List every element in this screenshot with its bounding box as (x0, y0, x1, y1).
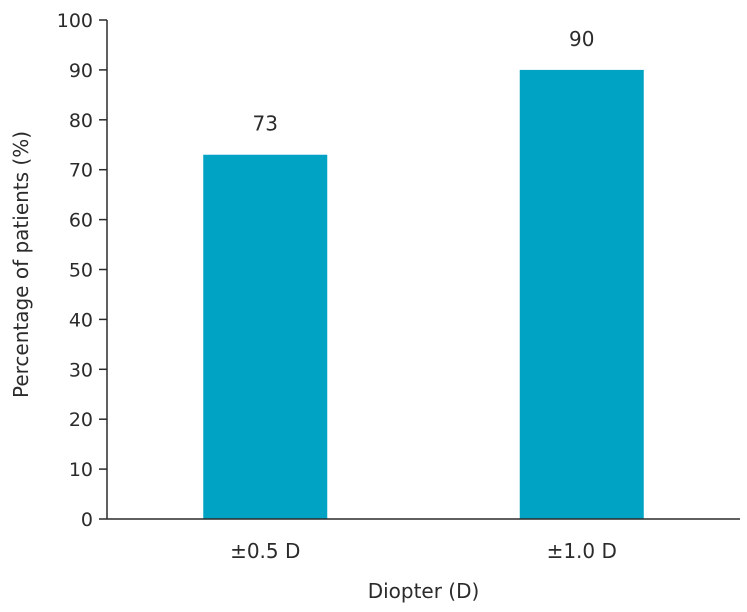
y-tick-label: 0 (81, 509, 93, 531)
bar (203, 154, 328, 520)
bar-value-label: 73 (253, 112, 278, 136)
y-tick-label: 10 (69, 459, 93, 481)
y-axis-title: Percentage of patients (%) (9, 131, 33, 398)
bars (203, 69, 644, 520)
y-axis-ticks: 0 10 20 30 40 50 60 70 80 90 100 (57, 10, 107, 531)
x-category-label: ±0.5 D (230, 539, 300, 563)
y-tick-label: 30 (69, 359, 93, 381)
y-tick-label: 70 (69, 160, 93, 182)
bar (519, 69, 644, 520)
bar-value-label: 90 (569, 27, 594, 51)
y-tick-label: 40 (69, 309, 93, 331)
axes (106, 20, 740, 520)
data-labels: 73 90 (253, 27, 595, 136)
x-axis-category-labels: ±0.5 D ±1.0 D (230, 539, 617, 563)
x-axis-title: Diopter (D) (368, 579, 480, 603)
x-category-label: ±1.0 D (547, 539, 617, 563)
y-tick-label: 80 (69, 110, 93, 132)
y-tick-label: 60 (69, 210, 93, 232)
y-tick-label: 90 (69, 60, 93, 82)
y-tick-label: 100 (57, 10, 93, 32)
y-tick-label: 20 (69, 409, 93, 431)
y-tick-label: 50 (69, 260, 93, 282)
